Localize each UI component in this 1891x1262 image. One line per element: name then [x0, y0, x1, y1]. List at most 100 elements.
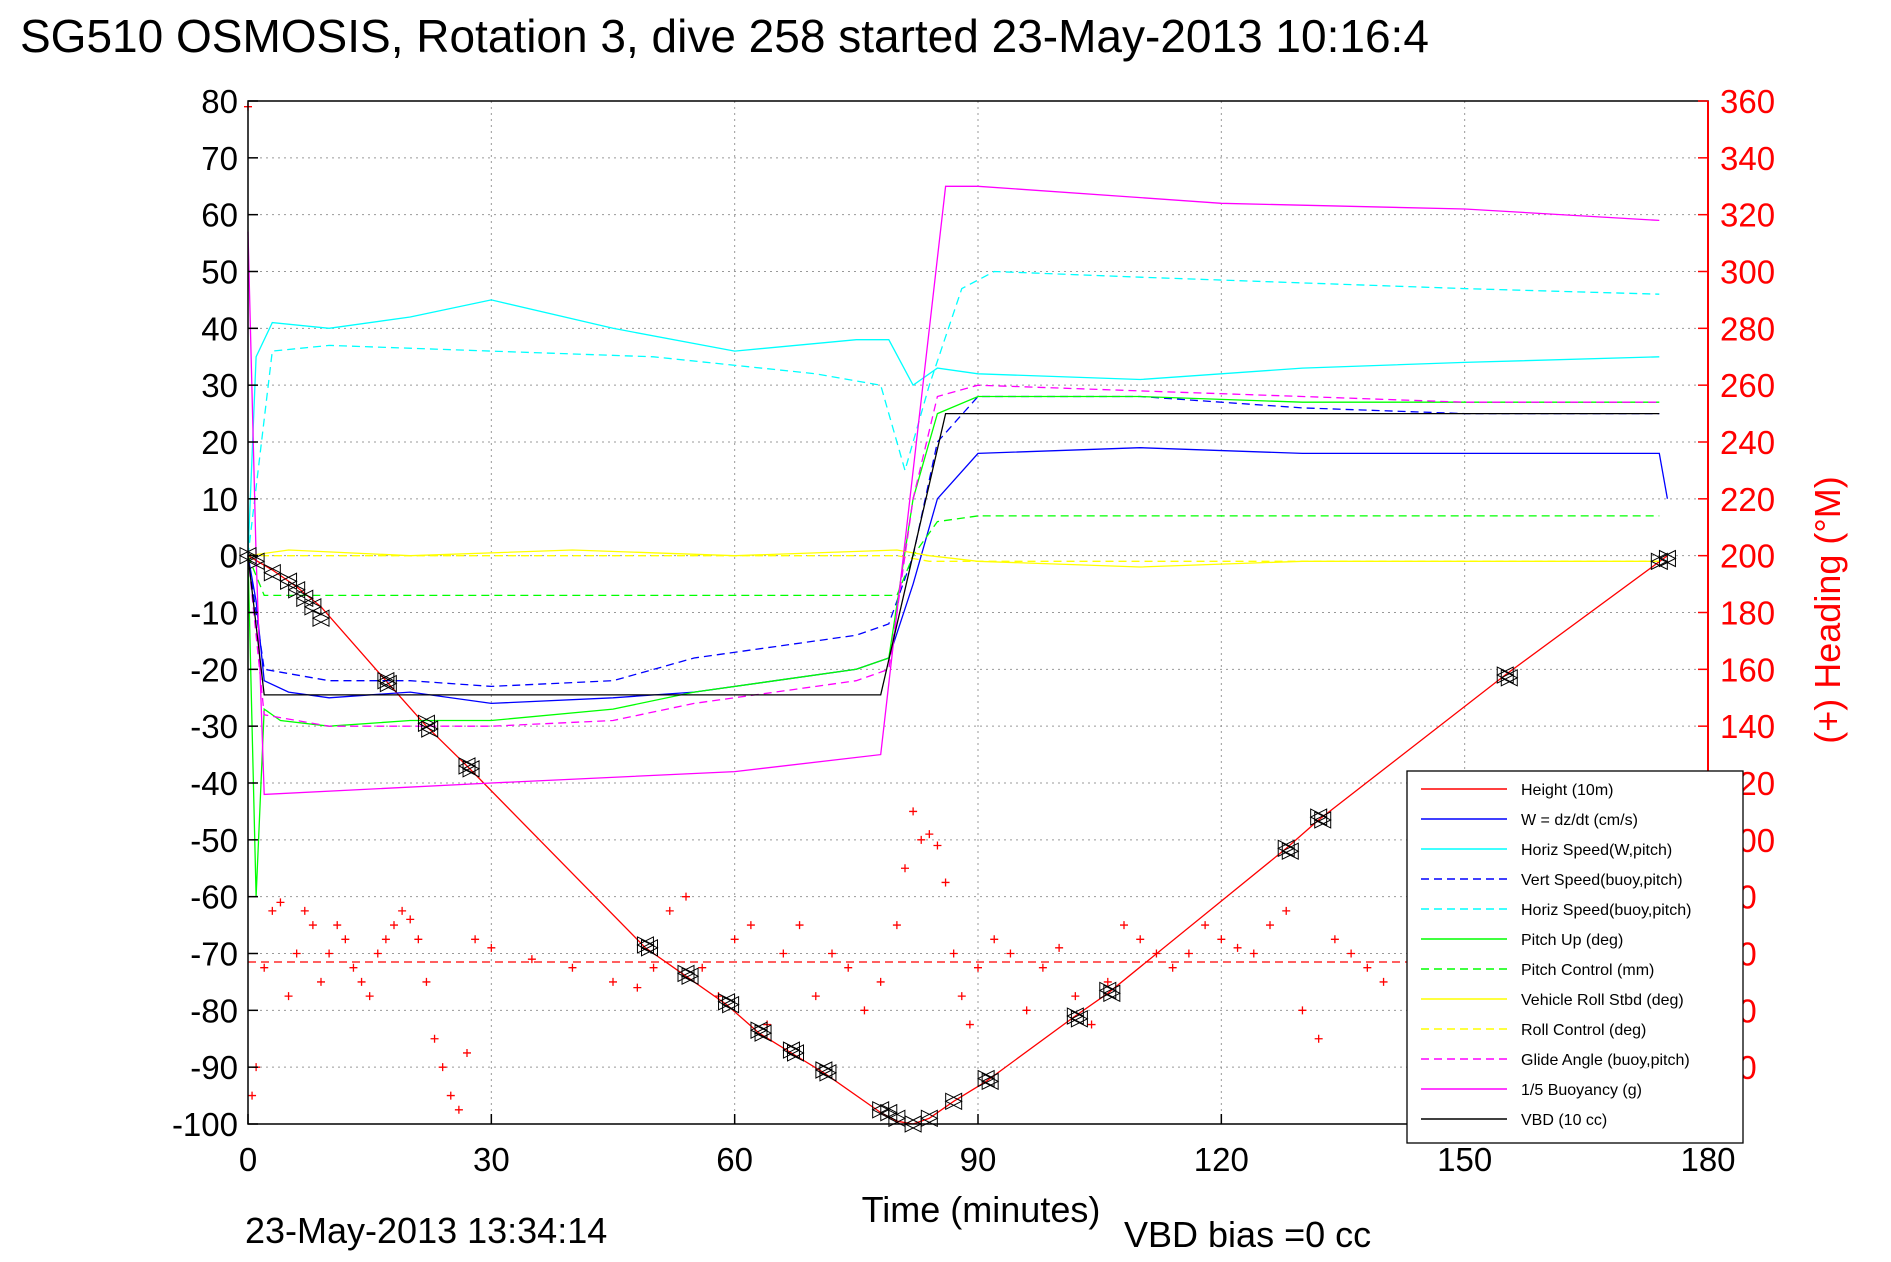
x-tick-label: 0 — [239, 1141, 257, 1178]
legend-label: Vert Speed(buoy,pitch) — [1521, 872, 1683, 889]
x-tick-label: 90 — [960, 1141, 997, 1178]
series-line-4 — [247, 270, 1660, 556]
heading-point — [398, 906, 407, 915]
right-tick-label: 360 — [1720, 83, 1775, 120]
heading-point — [609, 977, 617, 986]
heading-point — [1282, 906, 1291, 915]
heading-point — [649, 963, 658, 972]
heading-point — [811, 992, 820, 1001]
heading-point — [730, 935, 739, 944]
marker-point — [1500, 669, 1519, 687]
x-tick-label: 60 — [716, 1141, 753, 1178]
marker-point — [753, 1024, 773, 1042]
heading-point — [381, 935, 390, 944]
heading-point — [454, 1105, 463, 1114]
heading-point — [1379, 977, 1388, 986]
heading-point — [349, 963, 358, 972]
legend-label: VBD (10 cc) — [1521, 1112, 1607, 1129]
heading-point — [325, 949, 334, 958]
marker-point — [721, 995, 740, 1014]
left-tick-label: 20 — [201, 424, 238, 461]
left-tick-label: -90 — [190, 1049, 238, 1086]
series-line-2 — [247, 299, 1660, 556]
heading-point — [430, 1034, 439, 1043]
left-tick-label: 50 — [201, 254, 238, 291]
left-tick-label: -80 — [190, 992, 238, 1029]
left-tick-label: 70 — [201, 140, 238, 177]
heading-point — [1136, 935, 1145, 944]
left-tick-label: 80 — [201, 83, 238, 120]
heading-point — [1330, 935, 1339, 944]
legend-box — [1406, 770, 1744, 1144]
heading-point — [248, 1091, 257, 1100]
right-tick-label: 340 — [1720, 140, 1775, 177]
marker-point — [1309, 808, 1328, 826]
right-tick-label: 300 — [1720, 254, 1775, 291]
legend-label: Pitch Up (deg) — [1521, 932, 1623, 949]
marker-point — [920, 1109, 939, 1128]
marker-point — [420, 720, 439, 738]
heading-point — [406, 915, 415, 924]
right-tick-label: 220 — [1720, 481, 1775, 518]
heading-point — [276, 898, 285, 907]
heading-point — [268, 906, 277, 915]
heading-point — [1314, 1034, 1323, 1043]
marker-point — [976, 1069, 996, 1088]
series-line-6 — [247, 515, 1660, 597]
legend-label: Height (10m) — [1521, 782, 1613, 799]
series-line-7 — [247, 549, 1660, 568]
right-tick-label: 200 — [1720, 538, 1775, 575]
marker-point — [818, 1064, 838, 1082]
x-axis-ticks: 0 30 60 90 120 150 180 — [239, 1114, 1736, 1178]
series-line-8 — [248, 555, 1660, 562]
marker-point — [1496, 666, 1515, 684]
left-tick-label: -60 — [190, 879, 238, 916]
right-axis-label: (+) Heading (°M) — [1807, 476, 1848, 743]
heading-point — [365, 992, 374, 1001]
marker-point — [782, 1041, 801, 1059]
left-tick-label: -20 — [190, 651, 238, 688]
marker-point — [814, 1061, 834, 1079]
heading-point — [414, 935, 423, 944]
heading-point — [1152, 949, 1161, 958]
heading-point — [446, 1091, 455, 1100]
heading-point — [1201, 921, 1210, 930]
heading-point — [941, 878, 950, 887]
heading-point — [1217, 935, 1226, 944]
x-axis-label: Time (minutes) — [862, 1189, 1101, 1230]
left-tick-label: -100 — [172, 1106, 238, 1143]
heading-point — [260, 963, 269, 972]
marker-point — [676, 964, 696, 983]
series-line-11 — [247, 412, 1660, 696]
heading-point — [1006, 949, 1015, 958]
marker-point — [1313, 811, 1332, 829]
heading-point — [1120, 921, 1128, 930]
heading-point — [1266, 921, 1274, 930]
heading-point — [925, 830, 934, 839]
right-tick-label: 140 — [1720, 708, 1775, 745]
heading-point — [1087, 1020, 1096, 1029]
heading-point — [974, 963, 982, 972]
marker-point — [981, 1072, 1000, 1091]
right-tick-label: 320 — [1720, 197, 1775, 234]
heading-point — [1249, 949, 1258, 958]
heading-point — [965, 1020, 974, 1029]
heading-point — [909, 807, 918, 816]
heading-point — [308, 921, 317, 930]
marker-point — [1070, 1010, 1089, 1028]
left-tick-label: -70 — [190, 936, 238, 973]
marker-point — [1658, 549, 1677, 568]
x-tick-label: 120 — [1194, 1141, 1249, 1178]
heading-point — [317, 977, 325, 986]
series-line-5 — [247, 395, 1660, 897]
heading-point — [1168, 963, 1177, 972]
heading-point — [568, 963, 577, 972]
series-line-10 — [247, 185, 1660, 796]
heading-point — [957, 992, 966, 1001]
right-tick-label: 160 — [1720, 651, 1775, 688]
marker-point — [717, 992, 736, 1011]
marker-point — [786, 1044, 805, 1062]
marker-point — [311, 609, 331, 627]
left-tick-label: -40 — [190, 765, 238, 802]
